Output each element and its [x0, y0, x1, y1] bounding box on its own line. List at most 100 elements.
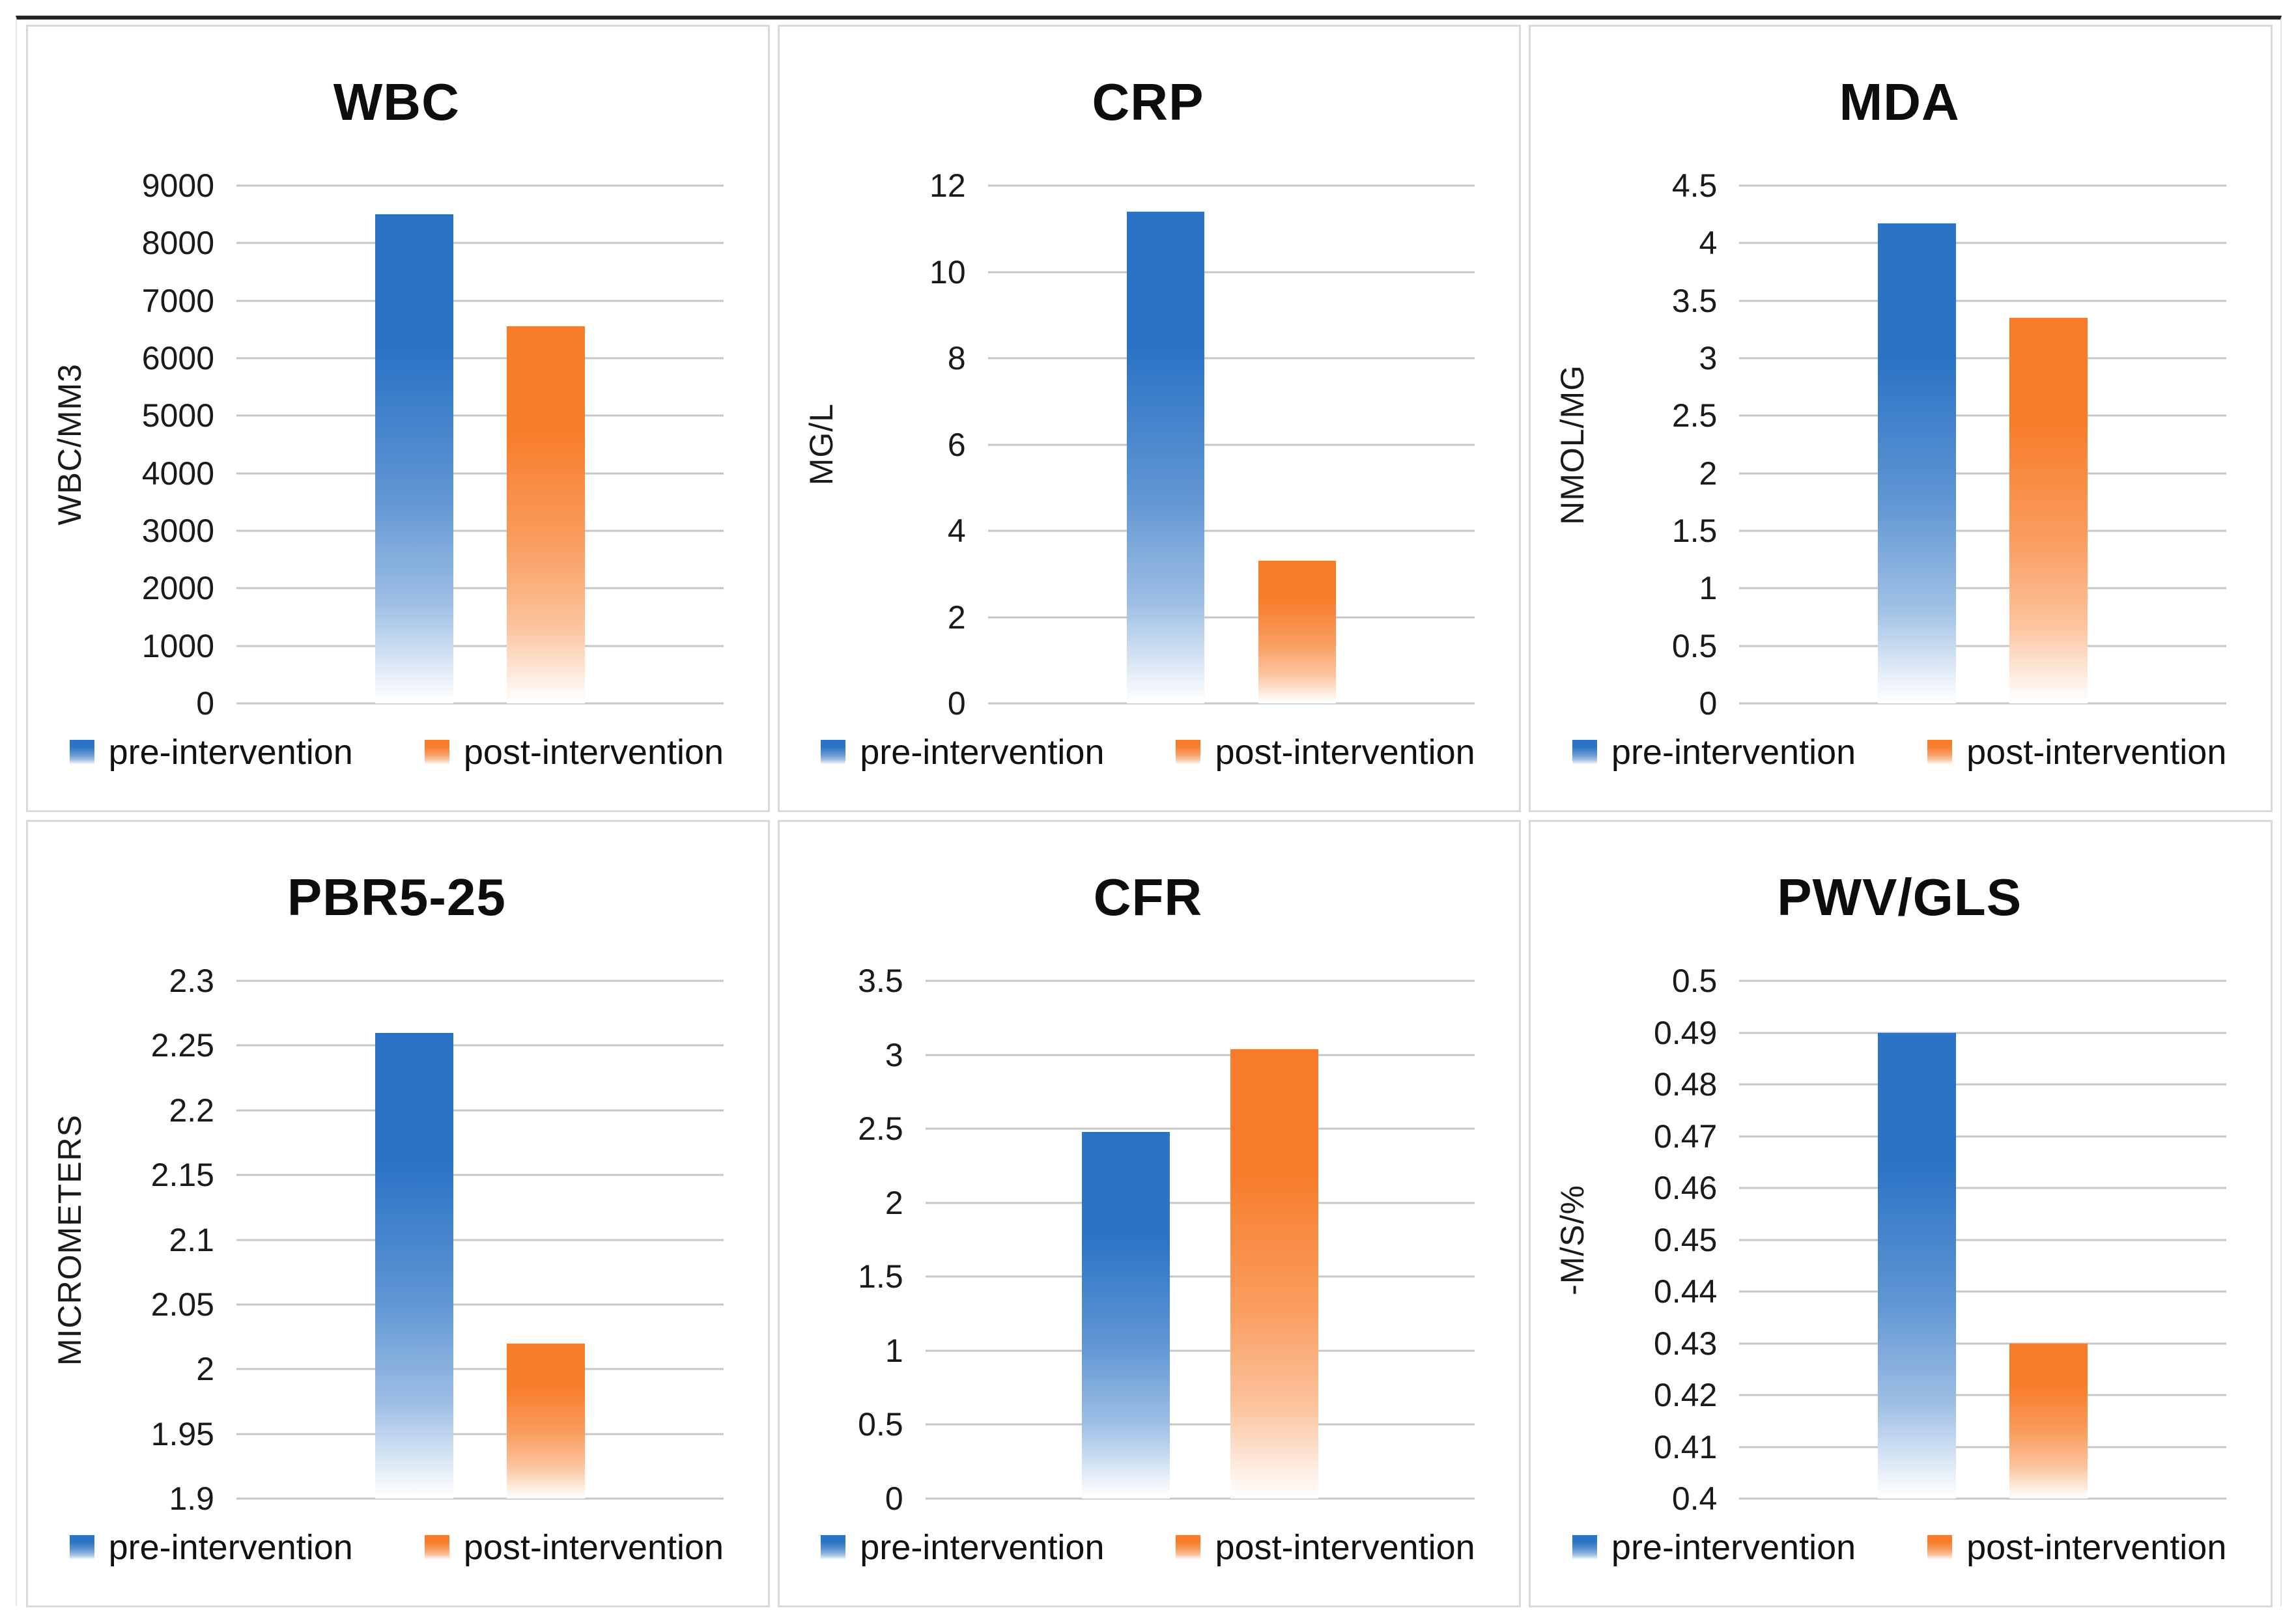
- legend-label-post: post-intervention: [463, 733, 724, 772]
- y-tick-label: 7000: [141, 282, 214, 319]
- bar-post-intervention: [1230, 1049, 1318, 1499]
- y-tick-label: 2: [947, 599, 966, 636]
- y-tick-label: 2: [196, 1351, 214, 1388]
- gridline: [236, 980, 724, 982]
- y-tick-label: 1: [885, 1332, 903, 1369]
- gridline: [1739, 1083, 2226, 1086]
- plot-area: [1739, 184, 2226, 705]
- legend-item-post-intervention: post-intervention: [1927, 732, 2226, 772]
- y-axis-title: WBC/MM3: [51, 363, 88, 526]
- gridline: [236, 529, 724, 532]
- chart-panel: WBC WBC/MM3 0 1000 2000 3000 4000 5000 6000 700…: [26, 25, 770, 812]
- y-tick-label: 2.1: [169, 1221, 214, 1258]
- gridline: [1739, 300, 2226, 302]
- legend-swatch-pre-intervention: [1572, 740, 1597, 765]
- gridline: [987, 184, 1475, 187]
- gridline: [987, 357, 1475, 360]
- y-tick-label: 2.3: [169, 963, 214, 999]
- y-tick-label: 1.5: [858, 1258, 903, 1295]
- legend-item-pre-intervention: pre-intervention: [69, 1527, 353, 1568]
- gridline: [1739, 529, 2226, 532]
- gridline: [236, 1044, 724, 1047]
- legend-swatch-post-intervention: [424, 740, 449, 765]
- legend-swatch-pre-intervention: [821, 1535, 846, 1560]
- gridline: [236, 1433, 724, 1435]
- gridline: [236, 645, 724, 647]
- gridline: [925, 1054, 1475, 1056]
- y-tick-label: 0.5: [1671, 627, 1718, 664]
- chart-title: CFR: [1093, 868, 1203, 926]
- gridline: [987, 444, 1475, 445]
- legend: pre-intervention post-intervention: [790, 1499, 1507, 1596]
- bar-post-intervention: [2009, 1343, 2088, 1499]
- chart-panel: PWV/GLS -M/S/% 0.4 0.41 0.42 0.43 0.44 0.45 0.…: [1529, 820, 2273, 1607]
- gridline: [1739, 1135, 2226, 1137]
- chart-panel: CRP MG/L 0 2 4 6 8 10 12 pre-intervention post…: [777, 25, 1522, 812]
- legend: pre-intervention post-intervention: [1541, 1499, 2258, 1596]
- bar-pre-intervention: [1878, 1032, 1957, 1499]
- legend-swatch-post-intervention: [1176, 740, 1201, 765]
- bar-pre-intervention: [1082, 1131, 1170, 1499]
- legend-swatch-post-intervention: [1927, 1535, 1953, 1560]
- y-tick-label: 8: [947, 340, 966, 377]
- y-tick-label: 6000: [141, 340, 214, 377]
- y-tick-label: 2.5: [858, 1110, 903, 1148]
- y-tick-label: 2.2: [169, 1092, 214, 1129]
- gridline: [1739, 1342, 2226, 1344]
- gridline: [1739, 357, 2226, 360]
- bar-pre-intervention: [1878, 223, 1957, 703]
- y-tick-label: 8000: [141, 225, 214, 262]
- y-tick-label: 0: [1699, 685, 1718, 722]
- legend-item-post-intervention: post-intervention: [1176, 1527, 1475, 1568]
- gridline: [925, 1349, 1475, 1352]
- y-axis-ticks: 0 0.5 1 1.5 2 2.5 3 3.5: [790, 965, 907, 1515]
- gridline: [1739, 1239, 2226, 1241]
- chart-title: PBR5-25: [287, 868, 506, 926]
- gridline: [987, 271, 1475, 273]
- legend-item-post-intervention: post-intervention: [1927, 1527, 2226, 1568]
- legend-label-pre: pre-intervention: [860, 1528, 1105, 1567]
- chart-body: NMOL/MG 0 0.5 1 1.5 2 2.5 3 3.5 4 4.5: [1541, 169, 2226, 720]
- y-axis-title: -M/S/%: [1554, 1184, 1591, 1295]
- legend-item-post-intervention: post-intervention: [1176, 732, 1475, 772]
- chart-body: -M/S/% 0.4 0.41 0.42 0.43 0.44 0.45 0.46 0.47 0.…: [1541, 965, 2226, 1515]
- gridline: [987, 616, 1475, 619]
- y-axis-title-wrap: NMOL/MG: [1541, 186, 1604, 703]
- legend-label-post: post-intervention: [1966, 733, 2227, 772]
- legend-item-pre-intervention: pre-intervention: [1572, 1527, 1856, 1568]
- y-tick-label: 3: [885, 1036, 903, 1073]
- gridline: [1739, 980, 2226, 982]
- chart-body: MG/L 0 2 4 6 8 10 12: [790, 169, 1475, 720]
- gridline: [236, 1303, 724, 1306]
- gridline: [1739, 1290, 2226, 1293]
- y-tick-label: 5000: [141, 397, 214, 434]
- gridline: [1739, 1187, 2226, 1189]
- y-tick-label: 1000: [141, 627, 214, 664]
- legend-label-pre: pre-intervention: [860, 733, 1105, 772]
- legend-label-post: post-intervention: [1215, 1528, 1475, 1567]
- gridline: [236, 1368, 724, 1370]
- chart-body: WBC/MM3 0 1000 2000 3000 4000 5000 6000 7000 800…: [38, 169, 724, 720]
- y-axis-ticks: 1.9 1.95 2 2.05 2.1 2.15 2.2 2.25 2.3: [101, 965, 218, 1515]
- gridline: [1739, 645, 2226, 647]
- gridline: [236, 357, 724, 360]
- legend-item-post-intervention: post-intervention: [424, 732, 724, 772]
- y-tick-label: 2.25: [150, 1027, 214, 1064]
- legend: pre-intervention post-intervention: [790, 703, 1507, 801]
- chart-title: MDA: [1839, 73, 1960, 131]
- legend-label-pre: pre-intervention: [1611, 733, 1856, 772]
- chart-panel: CFR 0 0.5 1 1.5 2 2.5 3 3.5 pre-intervention po…: [777, 820, 1522, 1607]
- y-tick-label: 2.05: [150, 1286, 214, 1323]
- y-tick-label: 0: [885, 1480, 903, 1517]
- y-tick-label: 2: [1699, 455, 1718, 492]
- y-tick-label: 10: [929, 253, 966, 290]
- legend-swatch-post-intervention: [1927, 740, 1953, 765]
- y-axis-title-wrap: -M/S/%: [1541, 981, 1604, 1499]
- gridline: [987, 702, 1475, 705]
- gridline: [925, 980, 1475, 982]
- y-axis-ticks: 0 2 4 6 8 10 12: [853, 169, 970, 720]
- chart-title: WBC: [333, 73, 460, 131]
- gridline: [236, 300, 724, 302]
- gridline: [1739, 472, 2226, 475]
- y-tick-label: 0.5: [1671, 963, 1718, 999]
